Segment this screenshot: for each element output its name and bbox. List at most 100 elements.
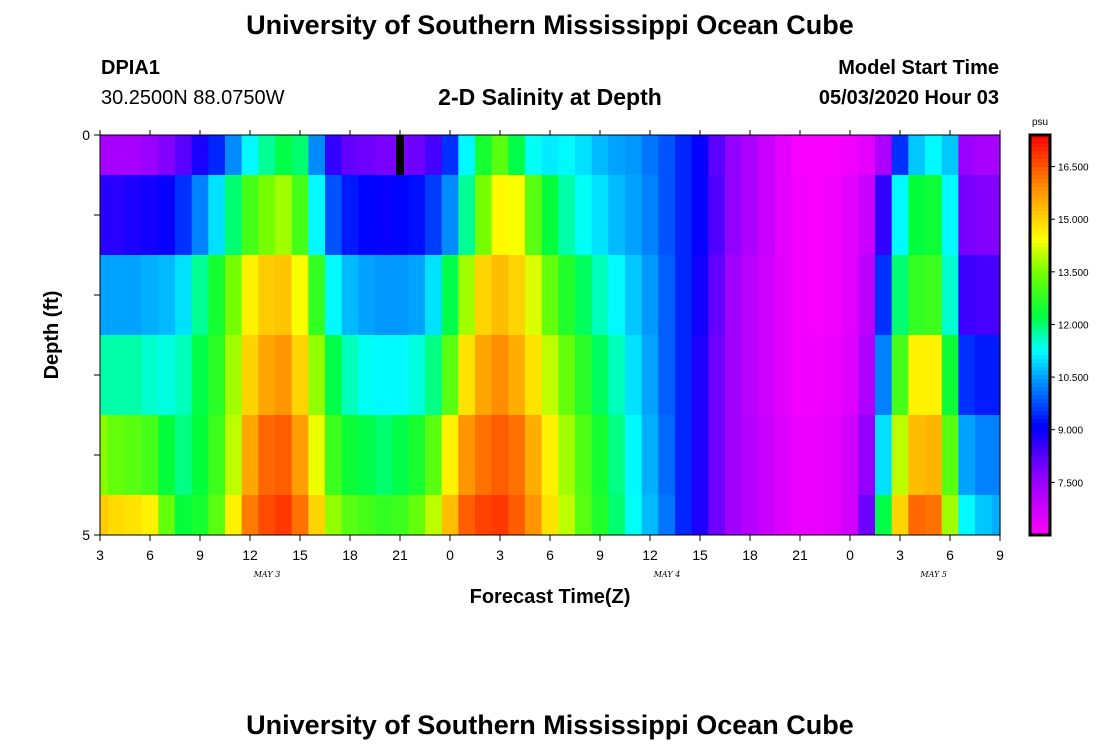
heatmap-cell [125, 495, 143, 535]
heatmap-cell [658, 175, 676, 255]
heatmap-cell [541, 495, 559, 535]
colorbar-segment [1030, 279, 1050, 284]
heatmap-cell [675, 495, 693, 535]
heatmap-cell [991, 415, 1001, 495]
heatmap-cell [425, 135, 443, 175]
colorbar-segment [1030, 147, 1050, 152]
colorbar-segment [1030, 235, 1050, 240]
heatmap-cell [841, 255, 859, 335]
heatmap-cell [558, 495, 576, 535]
colorbar-segment [1030, 227, 1050, 232]
colorbar-segment [1030, 243, 1050, 248]
heatmap-cell [291, 135, 309, 175]
colorbar-segment [1030, 367, 1050, 372]
colorbar-segment [1030, 407, 1050, 412]
heatmap-cell [908, 415, 926, 495]
heatmap-cell [708, 335, 726, 415]
heatmap-cell [100, 175, 109, 255]
heatmap-cell [241, 415, 259, 495]
colorbar-segment [1030, 331, 1050, 336]
x-tick-label: 9 [596, 547, 604, 563]
heatmap-cell [941, 175, 959, 255]
y-axis: 05 [82, 127, 100, 543]
heatmap-cell [641, 415, 659, 495]
heatmap-cell [891, 335, 909, 415]
colorbar-segment [1030, 383, 1050, 388]
heatmap-cell [191, 335, 209, 415]
heatmap-cell [100, 335, 109, 415]
heatmap-cell [725, 495, 743, 535]
heatmap-cell [175, 335, 193, 415]
heatmap-cell [125, 135, 143, 175]
heatmap-cell [508, 415, 526, 495]
heatmap-cell [158, 495, 176, 535]
heatmap-cell [458, 495, 476, 535]
heatmap-cell [308, 335, 326, 415]
heatmap-cell [858, 135, 876, 175]
heatmap-cell [841, 335, 859, 415]
heatmap-cell [225, 495, 243, 535]
colorbar-segment [1030, 487, 1050, 492]
heatmap-cell [691, 135, 709, 175]
colorbar-segment [1030, 271, 1050, 276]
heatmap-cell [491, 415, 509, 495]
heatmap-cell [658, 335, 676, 415]
heatmap-cell [975, 415, 993, 495]
colorbar-segment [1030, 251, 1050, 256]
heatmap-cell [575, 335, 593, 415]
heatmap-cell [975, 255, 993, 335]
heatmap-cell [258, 175, 276, 255]
heatmap-cell [458, 135, 476, 175]
heatmap-cell [408, 135, 426, 175]
colorbar-segment [1030, 311, 1050, 316]
x-tick-label: 6 [946, 547, 954, 563]
heatmap-cell [758, 495, 776, 535]
heatmap-cell [758, 175, 776, 255]
colorbar-segment [1030, 191, 1050, 196]
heatmap-cell [441, 415, 459, 495]
heatmap-cell [125, 415, 143, 495]
heatmap-cell [641, 135, 659, 175]
heatmap-cell [975, 495, 993, 535]
top-title: University of Southern Mississippi Ocean… [246, 10, 854, 40]
heatmap-cell [725, 415, 743, 495]
heatmap-cell [241, 495, 259, 535]
heatmap-cell [775, 255, 793, 335]
colorbar-segment [1030, 435, 1050, 440]
heatmap-cell [641, 335, 659, 415]
colorbar-segment [1030, 151, 1050, 156]
colorbar-segment [1030, 455, 1050, 460]
day-label: MAY 5 [919, 570, 947, 579]
heatmap-cell [825, 175, 843, 255]
heatmap-cell [275, 415, 293, 495]
heatmap-cell [441, 495, 459, 535]
colorbar-segment [1030, 307, 1050, 312]
colorbar-segment [1030, 411, 1050, 416]
heatmap-cell [591, 135, 609, 175]
heatmap-cell [825, 495, 843, 535]
colorbar-segment [1030, 363, 1050, 368]
heatmap-cell [975, 135, 993, 175]
colorbar-segment [1030, 419, 1050, 424]
colorbar-segment [1030, 495, 1050, 500]
colorbar-segment [1030, 171, 1050, 176]
colorbar-segment [1030, 315, 1050, 320]
heatmap-cell [591, 415, 609, 495]
heatmap-cell [375, 175, 393, 255]
colorbar-segment [1030, 387, 1050, 392]
heatmap-cell [975, 175, 993, 255]
colorbar-segment [1030, 443, 1050, 448]
heatmap-cell [808, 415, 826, 495]
colorbar-segment [1030, 295, 1050, 300]
colorbar-segment [1030, 391, 1050, 396]
heatmap-cell [575, 255, 593, 335]
colorbar-segment [1030, 291, 1050, 296]
colorbar-segment [1030, 223, 1050, 228]
heatmap-cell [958, 135, 976, 175]
heatmap-cell [375, 255, 393, 335]
heatmap-cell [175, 135, 193, 175]
heatmap-cell [508, 175, 526, 255]
heatmap-cell [975, 335, 993, 415]
heatmap-cell [441, 175, 459, 255]
heatmap-cell [575, 175, 593, 255]
